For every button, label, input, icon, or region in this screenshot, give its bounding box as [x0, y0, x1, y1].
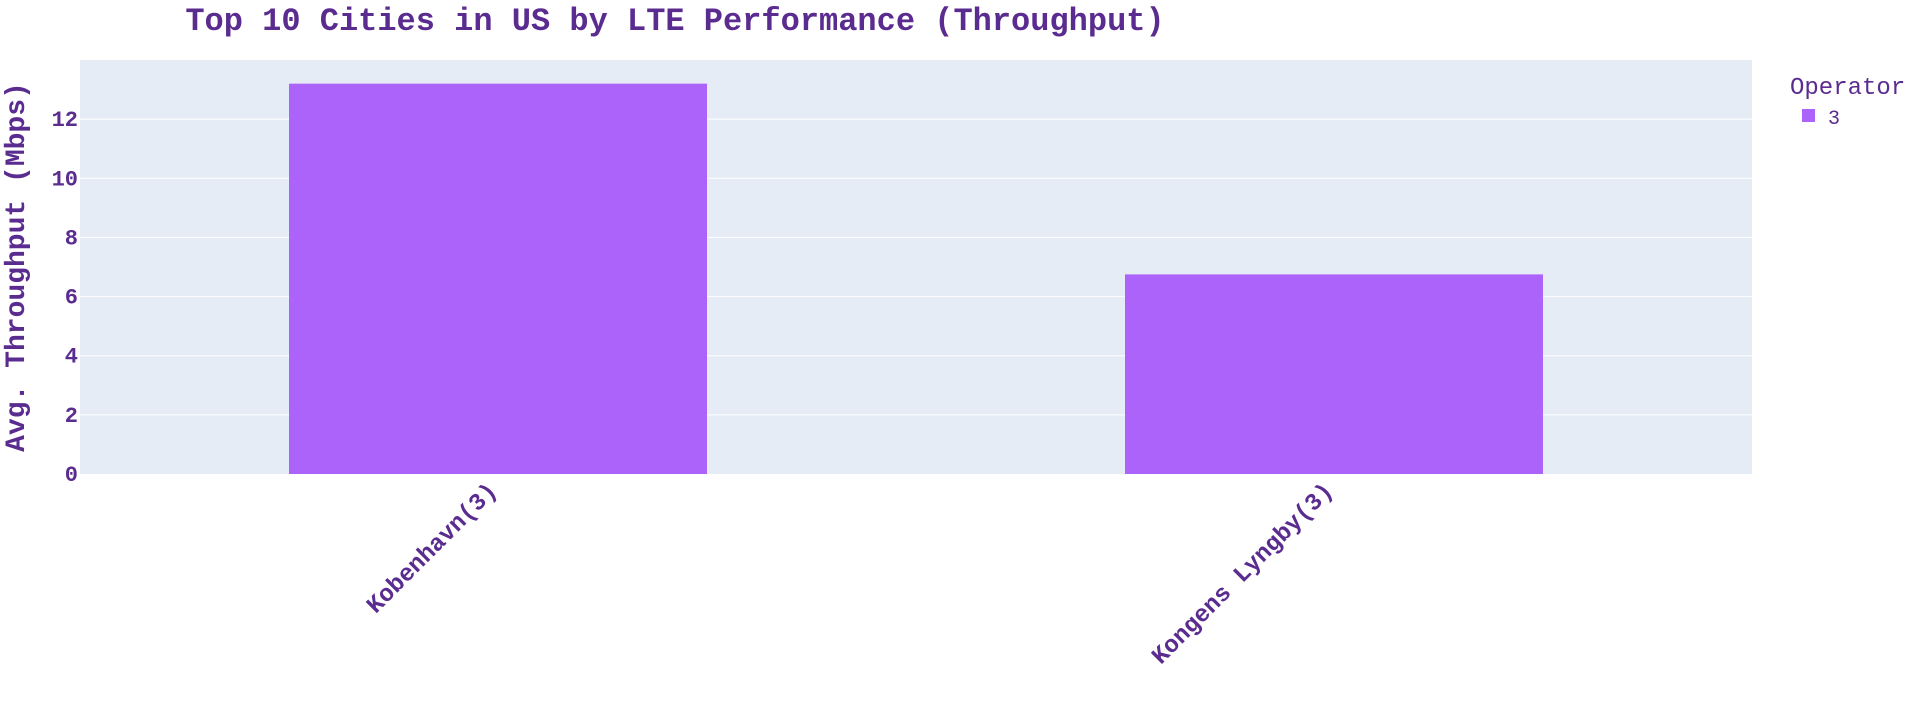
legend-entry-label[interactable]: 3: [1828, 108, 1840, 131]
y-tick-label: 6: [65, 286, 78, 311]
y-tick-label: 0: [65, 463, 78, 488]
legend[interactable]: Operator 3: [1790, 75, 1905, 131]
y-tick-label: 8: [65, 226, 78, 251]
y-axis-title: Avg. Throughput (Mbps): [2, 82, 33, 452]
bar[interactable]: [289, 83, 707, 475]
chart-title: Top 10 Cities in US by LTE Performance (…: [185, 3, 1164, 40]
legend-title: Operator: [1790, 75, 1905, 102]
y-tick-label: 10: [52, 167, 78, 192]
bars: [289, 83, 1543, 475]
x-tick-labels: Kobenhavn(3) Kongens Lyngby(3): [362, 479, 1339, 671]
legend-swatch[interactable]: [1802, 109, 1815, 122]
y-tick-label: 4: [65, 345, 78, 370]
x-tick-label: Kobenhavn(3): [362, 479, 503, 620]
bar[interactable]: [1125, 274, 1543, 474]
y-tick-label: 12: [52, 108, 78, 133]
x-tick-label: Kongens Lyngby(3): [1147, 479, 1339, 671]
y-tick-label: 2: [65, 404, 78, 429]
y-tick-labels: 0 2 4 6 8 10 12: [52, 108, 78, 488]
